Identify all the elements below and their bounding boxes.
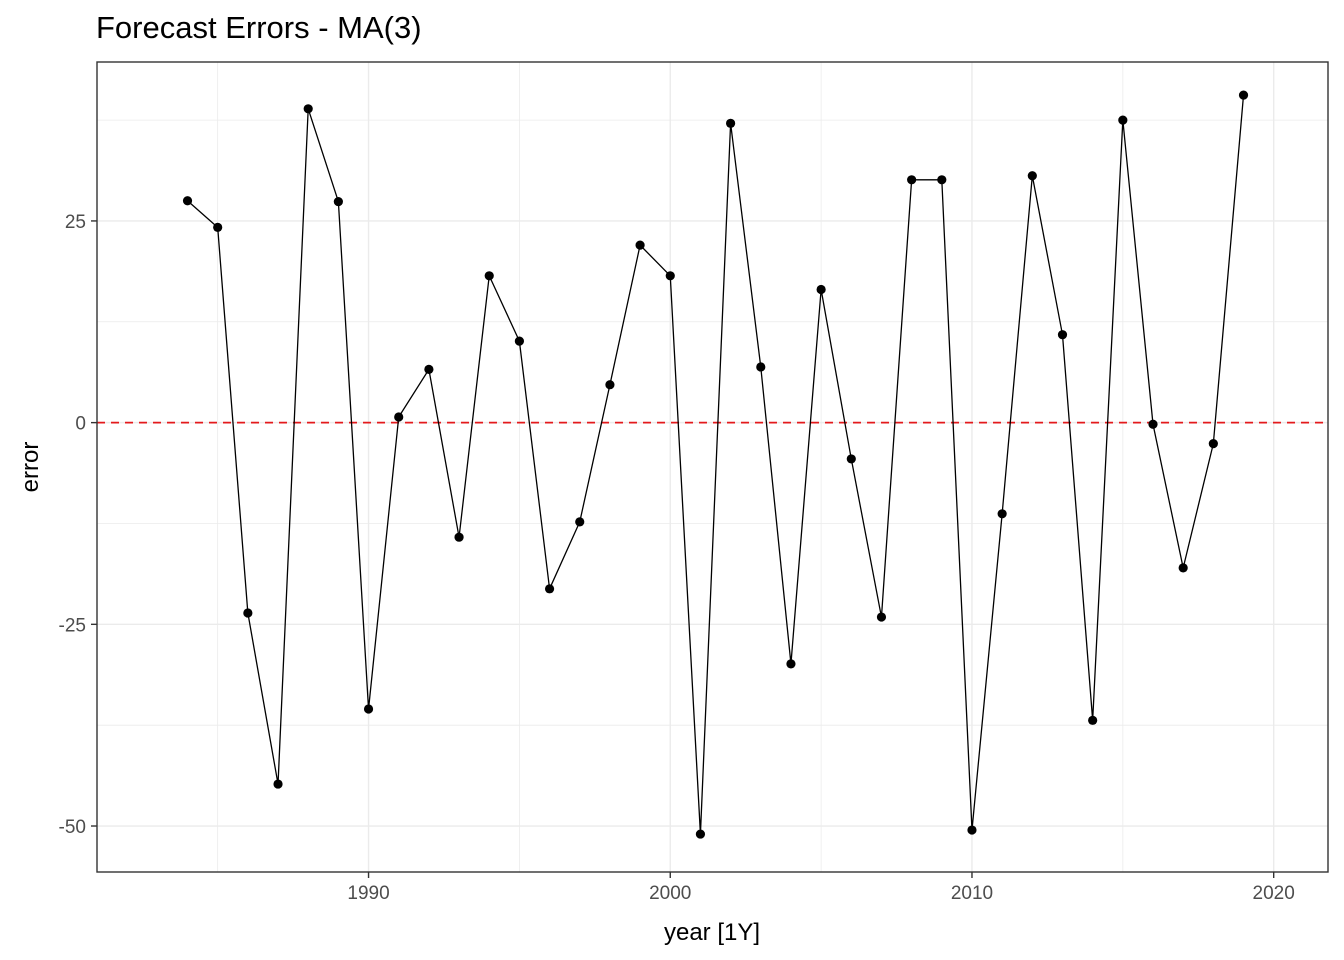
data-point — [484, 271, 494, 281]
x-tick-label: 2000 — [649, 883, 691, 904]
data-point — [786, 659, 796, 669]
data-point — [1178, 563, 1188, 573]
data-point — [1148, 419, 1158, 429]
data-point — [213, 222, 223, 232]
series-line — [187, 95, 1245, 835]
x-tick-label: 1990 — [347, 883, 389, 904]
data-point — [243, 608, 253, 618]
data-point — [846, 454, 856, 464]
series-line-group — [187, 95, 1245, 835]
data-point — [635, 240, 645, 250]
chart-title: Forecast Errors - MA(3) — [96, 10, 422, 45]
data-point — [363, 704, 374, 714]
x-tick-label: 2020 — [1253, 883, 1295, 904]
y-axis-ticks: -50 -25 0 25 — [59, 212, 97, 838]
panel-border — [96, 61, 1329, 873]
data-point — [424, 364, 434, 374]
data-point — [816, 284, 826, 295]
data-points — [182, 90, 1249, 839]
data-point — [665, 271, 675, 281]
y-tick-label: -50 — [59, 817, 86, 838]
x-axis-ticks: 1990 2000 2010 2020 — [347, 872, 1295, 904]
data-point — [967, 825, 977, 835]
data-point — [907, 175, 917, 185]
data-point — [937, 175, 947, 185]
data-point — [575, 517, 585, 527]
data-point — [1057, 330, 1068, 340]
grid-minor — [97, 62, 1328, 872]
data-point — [695, 829, 706, 839]
data-point — [182, 196, 193, 206]
data-point — [876, 612, 887, 622]
data-point — [756, 362, 766, 372]
y-tick-label: 25 — [65, 212, 86, 233]
data-point — [514, 336, 525, 346]
y-tick-label: 0 — [75, 414, 86, 435]
data-point — [454, 532, 464, 542]
data-point — [1238, 90, 1249, 100]
data-point — [1208, 439, 1218, 449]
data-point — [605, 380, 615, 390]
y-tick-label: -25 — [59, 615, 86, 636]
data-point — [997, 509, 1007, 519]
x-axis-title: year [1Y] — [664, 919, 760, 946]
panel-border-group — [96, 61, 1329, 873]
data-point — [394, 412, 404, 422]
data-point — [333, 196, 343, 207]
data-point — [726, 118, 736, 128]
data-point — [1027, 171, 1037, 181]
data-point — [1088, 715, 1098, 725]
grid-major — [97, 62, 1328, 872]
data-point — [1118, 115, 1128, 125]
data-point — [273, 779, 283, 789]
data-point — [544, 584, 555, 594]
y-axis-title: error — [17, 442, 44, 493]
x-tick-label: 2010 — [951, 883, 993, 904]
data-point — [303, 104, 313, 114]
